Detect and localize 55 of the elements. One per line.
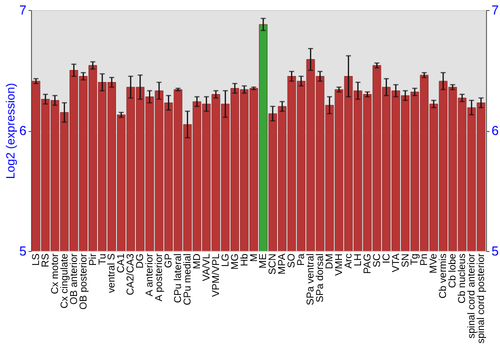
x-tick-label: LS: [30, 253, 42, 266]
x-tick-label: DG: [135, 253, 146, 268]
y2-tick-label: 7: [492, 2, 499, 18]
x-tick-label: VA/VL: [201, 253, 212, 282]
x-tick-label: IC: [381, 254, 392, 264]
x-tick-label: OB posterior: [78, 252, 90, 310]
x-tick-label: SC: [372, 254, 383, 268]
x-tick-label: SO: [286, 253, 298, 268]
x-tick-label: CA2/CA3: [126, 253, 137, 296]
x-tick-label: CPu medial: [182, 254, 194, 306]
x-tick-label: Tu: [97, 254, 108, 265]
x-tick-label: Arc: [343, 254, 354, 268]
y-axis-title: Log2 (expression): [3, 82, 18, 180]
x-tick-label: SPa dorsal: [315, 254, 326, 302]
x-tick-label: Cb lobe: [448, 253, 459, 288]
x-tick-label: ME: [258, 253, 270, 268]
x-tick-label: RS: [40, 253, 52, 268]
x-tick-label: MG: [230, 253, 241, 270]
x-tick-label: LG: [220, 253, 232, 267]
y2-tick-label: 5: [492, 244, 499, 258]
x-tick-label: Cb nucleus: [457, 254, 468, 304]
x-tick-label: Cx cingulate: [59, 253, 70, 309]
x-tick-label: CPu lateral: [173, 254, 184, 303]
x-tick-label: spinal cord anterior: [466, 252, 478, 339]
x-tick-label: SN: [400, 254, 412, 268]
x-tick-label: VPM/VPL: [210, 253, 222, 297]
x-tick-label: M: [248, 254, 260, 262]
x-tick-label: LH: [352, 254, 364, 266]
x-tick-label: SCN: [268, 254, 279, 275]
x-tick-label: Pn: [419, 254, 430, 266]
x-tick-label: Pa: [296, 253, 308, 266]
x-tick-label: VMH: [334, 254, 345, 276]
x-tick-label: Pir: [88, 252, 99, 266]
x-tick-label: MVe: [428, 253, 440, 274]
x-tick-label: Hb: [239, 253, 250, 266]
x-tick-label: SPa ventral: [306, 254, 317, 306]
x-tick-label: MD: [192, 254, 203, 270]
x-tick-label: Cx motor: [50, 252, 61, 294]
x-tick-label: Tg: [410, 254, 421, 266]
y2-tick-label: 6: [492, 123, 499, 138]
x-tick-label: A anterior: [144, 252, 156, 296]
x-tick-label: ventral S: [106, 253, 118, 293]
y-tick-label: 7: [19, 2, 26, 18]
x-tick-label: DM: [324, 254, 336, 270]
x-tick-label: GP: [164, 253, 175, 268]
x-tick-label: VTA: [390, 253, 402, 272]
y-tick-label: 5: [19, 244, 26, 258]
x-tick-label: PAG: [362, 253, 374, 274]
x-tick-label: CA1: [116, 253, 128, 273]
y-tick-label: 6: [19, 123, 26, 138]
x-tick-label: spinal cord posterior: [476, 252, 488, 344]
x-tick-label: Cb vermis: [438, 254, 450, 299]
x-tick-label: OB anterior: [68, 252, 80, 305]
x-tick-label: A posterior: [154, 252, 166, 302]
x-tick-label: MPA: [277, 253, 288, 274]
